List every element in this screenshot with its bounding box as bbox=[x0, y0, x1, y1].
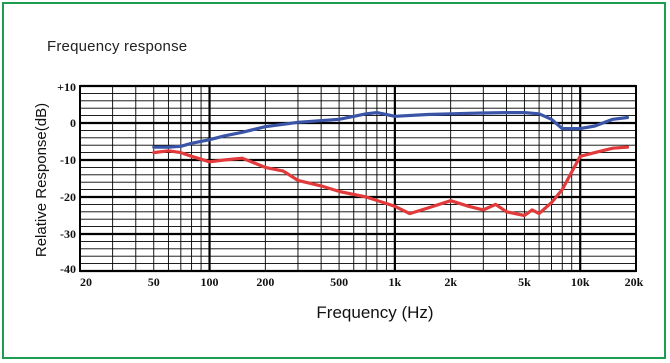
x-axis-label: Frequency (Hz) bbox=[316, 303, 433, 322]
red-response-line bbox=[152, 145, 630, 218]
y-tick-label: -10 bbox=[60, 153, 76, 167]
x-tick-label: 10k bbox=[571, 275, 590, 289]
chart-title: Frequency response bbox=[47, 38, 188, 55]
x-tick-label: 2k bbox=[444, 275, 457, 289]
x-tick-label: 500 bbox=[330, 275, 348, 289]
y-tick-label: -20 bbox=[60, 190, 76, 204]
x-tick-label: 20 bbox=[80, 275, 92, 289]
blue-response-line bbox=[152, 110, 630, 149]
x-tick-label: 20k bbox=[625, 275, 644, 289]
x-tick-label: 200 bbox=[256, 275, 274, 289]
x-tick-label: 1k bbox=[389, 275, 402, 289]
x-tick-label: 50 bbox=[148, 275, 160, 289]
y-tick-label: -30 bbox=[60, 227, 76, 241]
plot-area bbox=[79, 85, 637, 272]
x-tick-label: 5k bbox=[518, 275, 531, 289]
y-tick-label: -40 bbox=[60, 262, 76, 276]
y-tick-label: +10 bbox=[57, 80, 76, 94]
y-axis-label: Relative Response(dB) bbox=[33, 103, 50, 257]
x-tick-label: 100 bbox=[201, 275, 219, 289]
y-tick-label: 0 bbox=[70, 116, 76, 130]
